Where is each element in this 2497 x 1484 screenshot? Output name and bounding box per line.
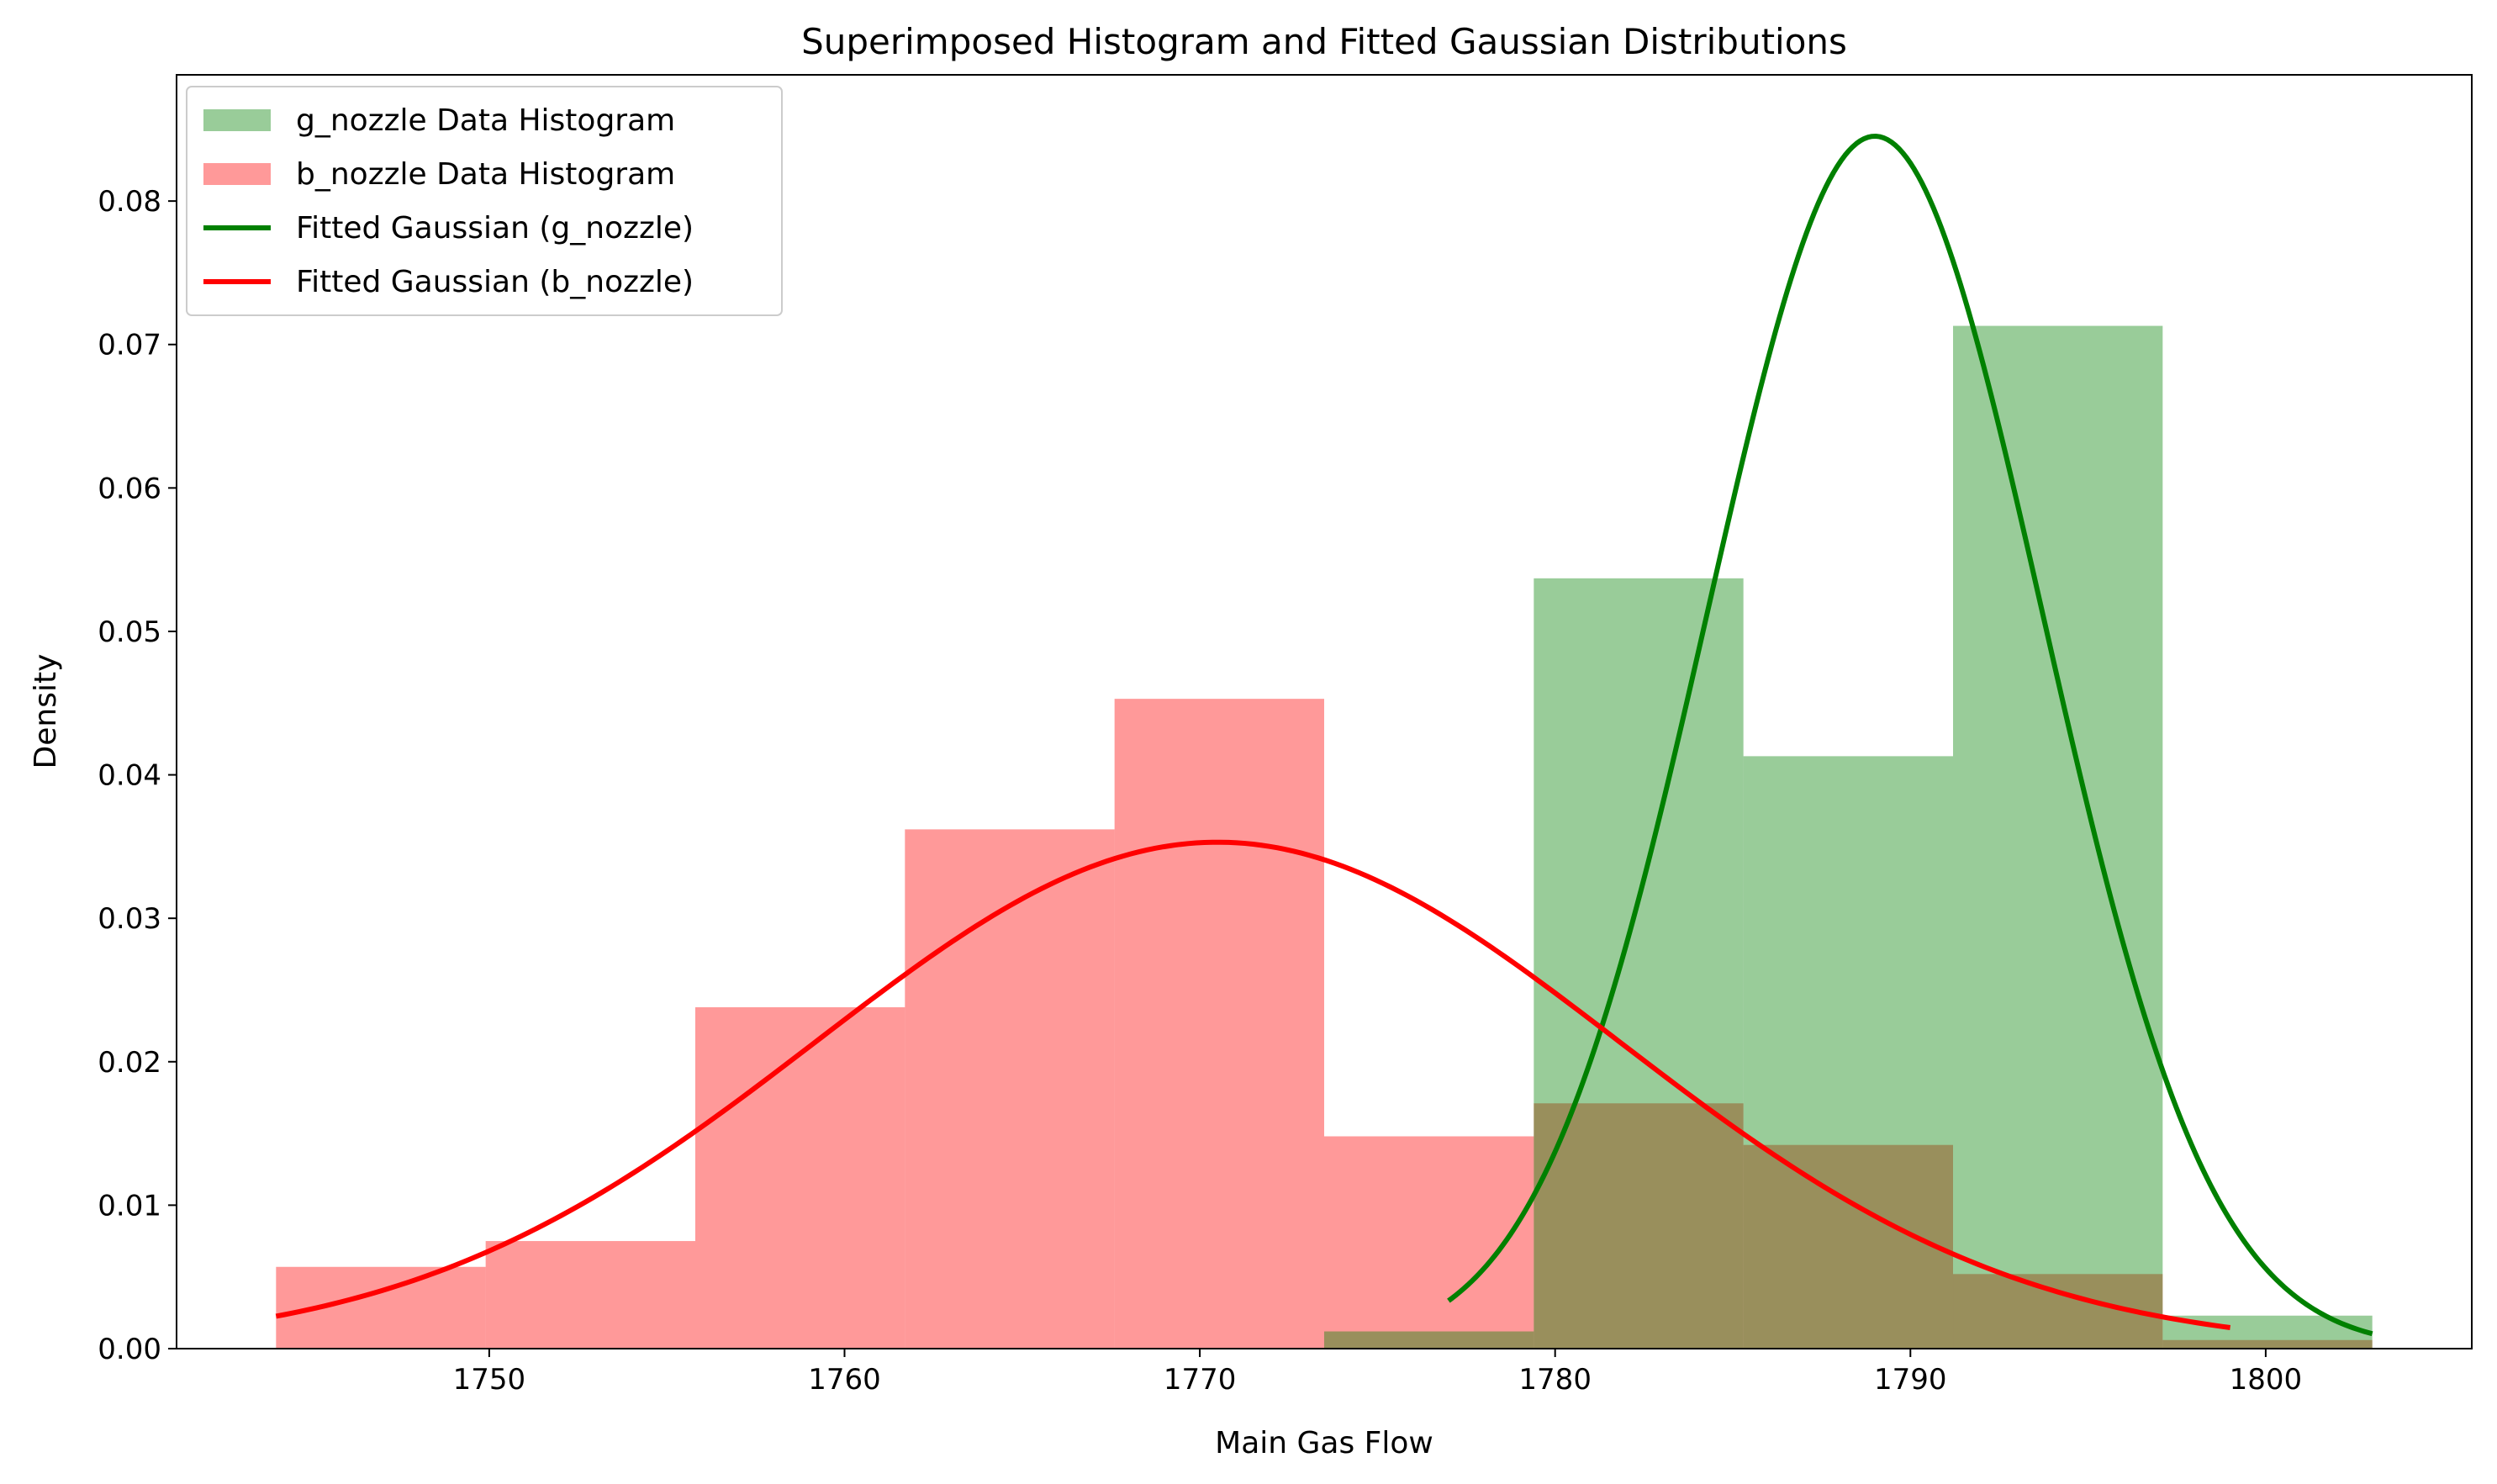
legend-label: b_nozzle Data Histogram <box>296 157 675 192</box>
histogram-bar <box>1534 578 1744 1349</box>
plot-area <box>275 134 2373 1349</box>
legend-swatch <box>203 109 271 131</box>
histogram-bar <box>905 829 1115 1349</box>
y-axis: 0.00 0.01 0.02 0.03 0.04 0.05 0.06 0.07 0.08 <box>98 185 177 1366</box>
x-tick-label: 1750 <box>453 1363 526 1397</box>
histogram-bar <box>1114 699 1324 1349</box>
legend: g_nozzle Data Histogram b_nozzle Data His… <box>186 86 783 316</box>
histogram-bar <box>485 1241 695 1349</box>
legend-label: Fitted Gaussian (g_nozzle) <box>296 211 694 246</box>
histogram-bar <box>1534 1103 1744 1349</box>
x-tick-label: 1760 <box>808 1363 881 1397</box>
y-tick-label: 0.07 <box>98 329 161 362</box>
y-tick-label: 0.06 <box>98 472 161 505</box>
histogram-bar <box>1743 1144 1954 1349</box>
x-axis: 1750 1760 1770 1780 1790 1800 <box>453 1349 2303 1397</box>
chart-title: Superimposed Histogram and Fitted Gaussi… <box>801 21 1847 62</box>
y-tick-label: 0.08 <box>98 185 161 219</box>
histogram-bar <box>1953 325 2163 1349</box>
y-tick-label: 0.04 <box>98 759 161 793</box>
x-tick-label: 1790 <box>1874 1363 1947 1397</box>
legend-label: g_nozzle Data Histogram <box>296 103 675 138</box>
histogram-bar <box>1743 756 1954 1349</box>
histogram-bar <box>694 1006 905 1349</box>
legend-box <box>186 86 783 316</box>
x-tick-label: 1800 <box>2230 1363 2303 1397</box>
x-tick-label: 1780 <box>1518 1363 1592 1397</box>
plot-frame <box>176 74 2473 1349</box>
y-tick-label: 0.00 <box>98 1333 161 1366</box>
y-axis-label: Density <box>29 654 63 769</box>
gaussian-curve-1 <box>275 839 2231 1330</box>
gaussian-curve-0 <box>1447 134 2373 1337</box>
histogram-bar <box>1324 1136 1534 1349</box>
histogram-1 <box>1324 325 2373 1349</box>
x-axis-label: Main Gas Flow <box>1215 1426 1433 1460</box>
x-tick-label: 1770 <box>1164 1363 1237 1397</box>
legend-label: Fitted Gaussian (b_nozzle) <box>296 265 694 299</box>
legend-swatch <box>203 163 271 185</box>
histogram-bar <box>1324 1331 1534 1349</box>
y-tick-label: 0.01 <box>98 1189 161 1223</box>
histogram-0 <box>276 699 2373 1349</box>
y-tick-label: 0.03 <box>98 902 161 936</box>
y-tick-label: 0.02 <box>98 1046 161 1080</box>
y-tick-label: 0.05 <box>98 615 161 649</box>
histogram-bar <box>2162 1339 2373 1349</box>
